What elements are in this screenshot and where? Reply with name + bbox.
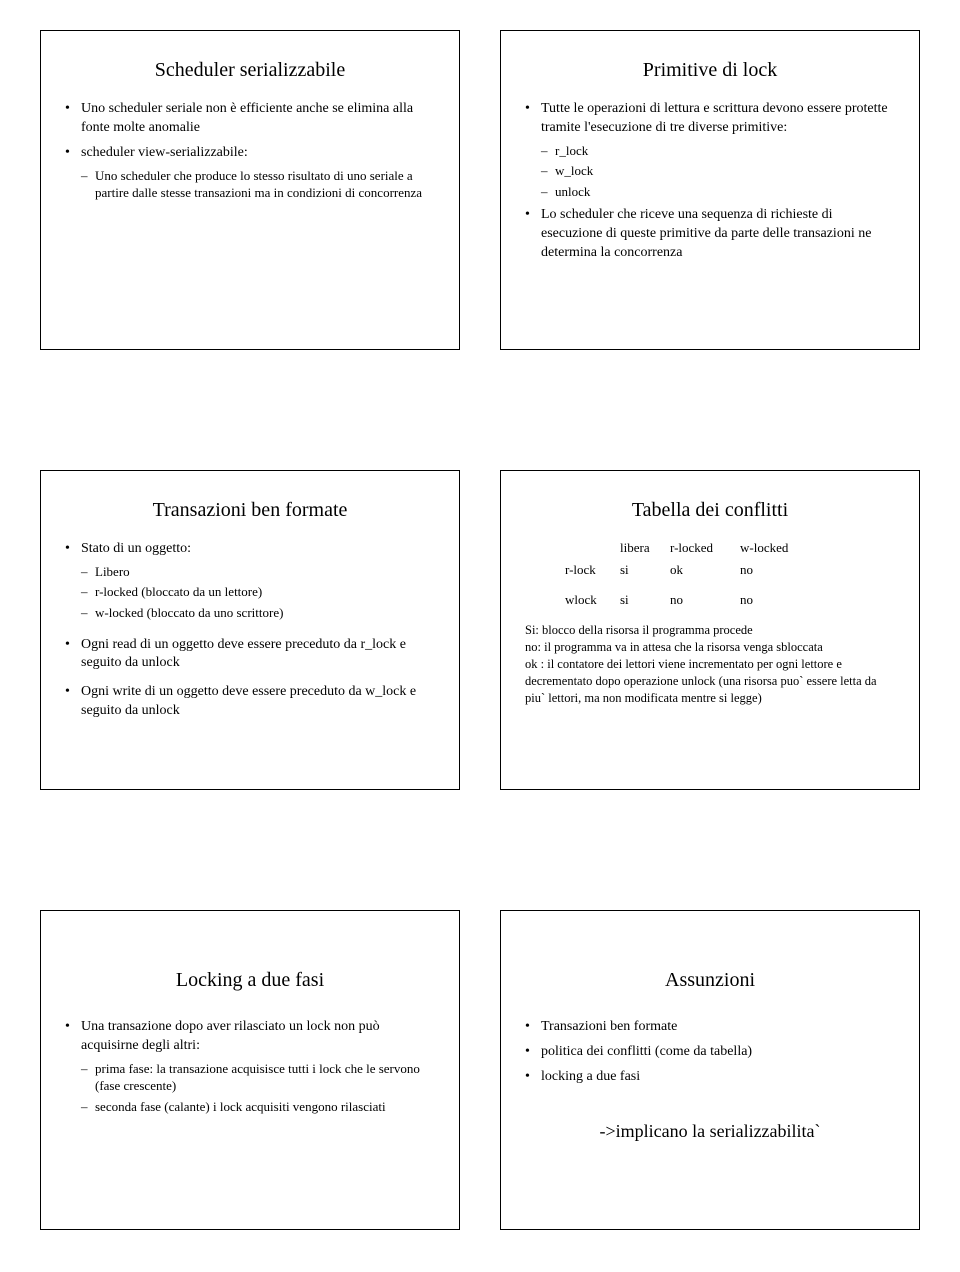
bullet: Lo scheduler che riceve una sequenza di …	[525, 206, 895, 263]
slide-title: Primitive di lock	[525, 59, 895, 82]
bullet: Ogni read di un oggetto deve essere prec…	[65, 636, 435, 674]
cell: libera	[620, 540, 670, 556]
slide-tabella-conflitti: Tabella dei conflitti libera r-locked w-…	[500, 470, 920, 790]
sub-bullet: r_lock	[541, 142, 895, 160]
cell: no	[740, 592, 810, 608]
bullet: locking a due fasi	[525, 1068, 895, 1087]
sub-bullet: prima fase: la transazione acquisisce tu…	[81, 1060, 435, 1095]
bullet-text: Una transazione dopo aver rilasciato un …	[81, 1019, 380, 1053]
slide-grid: Scheduler serializzabile Uno scheduler s…	[40, 30, 920, 1230]
table-row: wlock si no no	[565, 592, 895, 608]
bullet: Stato di un oggetto: Libero r-locked (bl…	[65, 540, 435, 622]
bullet-text: Stato di un oggetto:	[81, 541, 191, 556]
bullet-text: Tutte le operazioni di lettura e scrittu…	[541, 101, 888, 135]
slide-title: Tabella dei conflitti	[525, 499, 895, 522]
sub-bullet: w-locked (bloccato da uno scrittore)	[81, 604, 435, 622]
bullet: politica dei conflitti (come da tabella)	[525, 1043, 895, 1062]
conflict-table: libera r-locked w-locked r-lock si ok no…	[565, 540, 895, 608]
slide-title: Locking a due fasi	[65, 969, 435, 992]
cell	[565, 540, 620, 556]
note-line: no: il programma va in attesa che la ris…	[525, 639, 895, 656]
sub-bullet: r-locked (bloccato da un lettore)	[81, 583, 435, 601]
bullet: Una transazione dopo aver rilasciato un …	[65, 1018, 435, 1115]
bullet: Uno scheduler seriale non è efficiente a…	[65, 100, 435, 138]
slide-locking-due-fasi: Locking a due fasi Una transazione dopo …	[40, 910, 460, 1230]
conclusion: ->implicano la serializzabilita`	[525, 1121, 895, 1142]
cell: w-locked	[740, 540, 810, 556]
slide-transazioni-ben-formate: Transazioni ben formate Stato di un ogge…	[40, 470, 460, 790]
sub-bullet: w_lock	[541, 162, 895, 180]
slide-assunzioni: Assunzioni Transazioni ben formate polit…	[500, 910, 920, 1230]
cell: r-lock	[565, 562, 620, 578]
slide-primitive-di-lock: Primitive di lock Tutte le operazioni di…	[500, 30, 920, 350]
cell: si	[620, 592, 670, 608]
slide-title: Scheduler serializzabile	[65, 59, 435, 82]
slide-title: Assunzioni	[525, 969, 895, 992]
sub-bullet: Uno scheduler che produce lo stesso risu…	[81, 167, 435, 202]
sub-bullet: Libero	[81, 563, 435, 581]
sub-bullet: unlock	[541, 183, 895, 201]
bullet: Tutte le operazioni di lettura e scrittu…	[525, 100, 895, 200]
bullet: scheduler view-serializzabile: Uno sched…	[65, 144, 435, 202]
bullet: Transazioni ben formate	[525, 1018, 895, 1037]
sub-bullet: seconda fase (calante) i lock acquisiti …	[81, 1098, 435, 1116]
bullet: Ogni write di un oggetto deve essere pre…	[65, 683, 435, 721]
cell: no	[740, 562, 810, 578]
table-row: r-lock si ok no	[565, 562, 895, 578]
note-line: ok : il contatore dei lettori viene incr…	[525, 656, 895, 707]
cell: no	[670, 592, 740, 608]
slide-title: Transazioni ben formate	[65, 499, 435, 522]
notes: Si: blocco della risorsa il programma pr…	[525, 622, 895, 706]
cell: wlock	[565, 592, 620, 608]
bullet-text: scheduler view-serializzabile:	[81, 145, 248, 160]
cell: ok	[670, 562, 740, 578]
slide-scheduler-serializzabile: Scheduler serializzabile Uno scheduler s…	[40, 30, 460, 350]
cell: si	[620, 562, 670, 578]
cell: r-locked	[670, 540, 740, 556]
note-line: Si: blocco della risorsa il programma pr…	[525, 622, 895, 639]
table-row: libera r-locked w-locked	[565, 540, 895, 556]
